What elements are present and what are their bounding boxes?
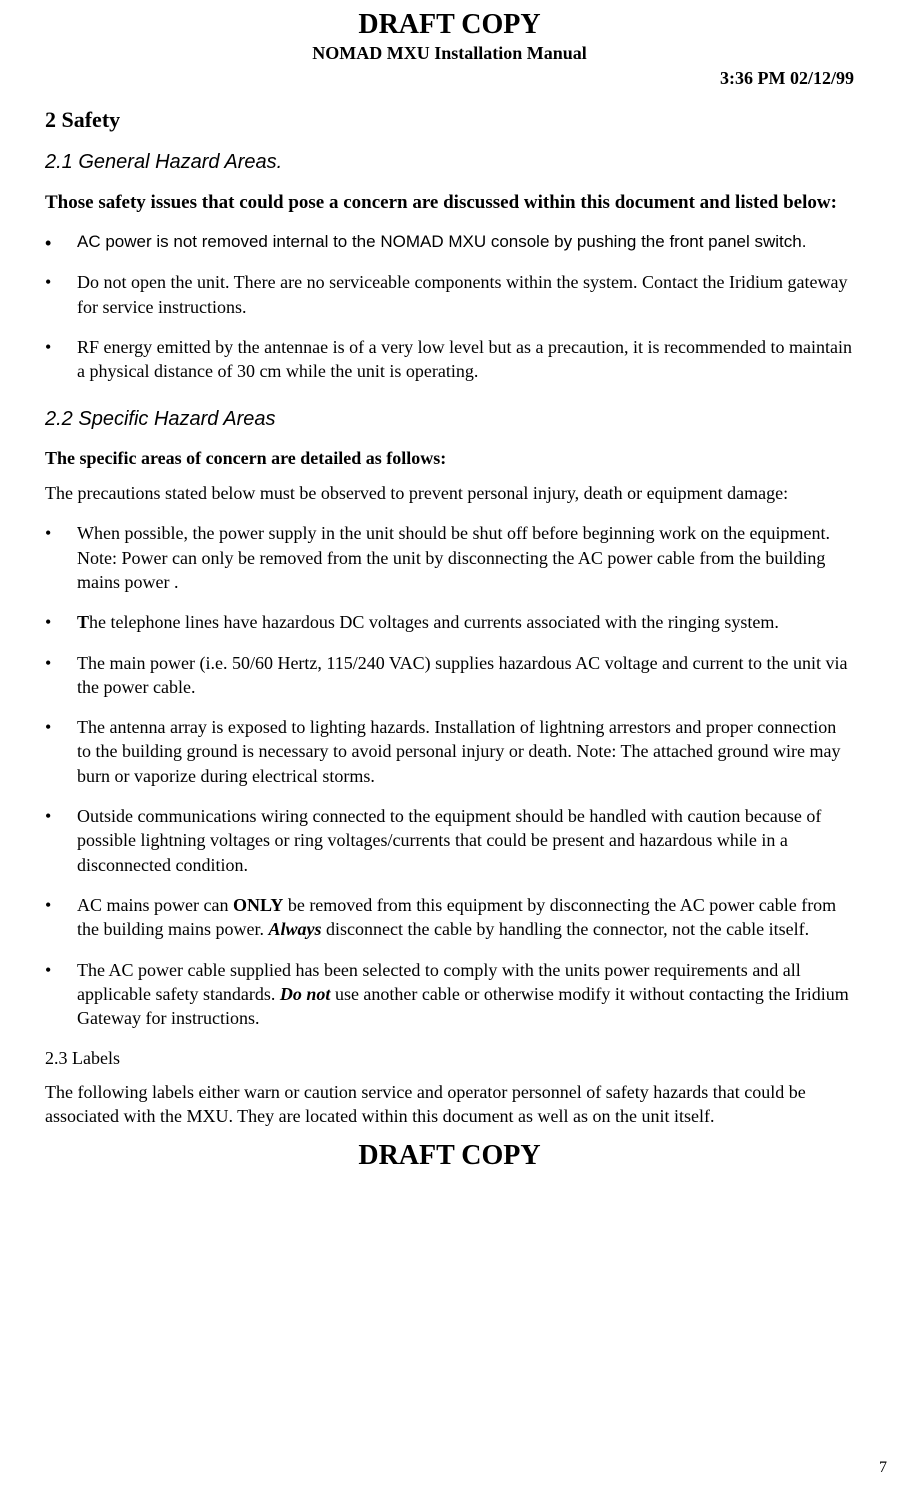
section-2-2-intro-para: The precautions stated below must be obs… [45,482,854,505]
list-item: Outside communications wiring connected … [45,804,854,877]
footer-draft: DRAFT COPY [45,1140,854,1172]
section-2-2-intro-bold: The specific areas of concern are detail… [45,447,854,470]
section-2-3-heading: 2.3 Labels [45,1048,854,1069]
list-item: The telephone lines have hazardous DC vo… [45,610,854,634]
list-item: AC power is not removed internal to the … [45,231,854,254]
section-2-1-intro: Those safety issues that could pose a co… [45,190,854,216]
list-item: The main power (i.e. 50/60 Hertz, 115/24… [45,651,854,700]
list-item: The AC power cable supplied has been sel… [45,958,854,1031]
section-2-1-heading: 2.1 General Hazard Areas. [45,151,854,174]
section-2-2-heading: 2.2 Specific Hazard Areas [45,408,854,431]
section-2-1-list: AC power is not removed internal to the … [45,231,854,383]
header-draft: DRAFT COPY [45,10,854,41]
list-item: When possible, the power supply in the u… [45,521,854,594]
section-2-2-list: When possible, the power supply in the u… [45,521,854,1030]
list-item: Do not open the unit. There are no servi… [45,270,854,319]
page-number: 7 [879,1459,887,1477]
list-item: RF energy emitted by the antennae is of … [45,335,854,384]
list-item: AC mains power can ONLY be removed from … [45,893,854,942]
section-2-3-para: The following labels either warn or caut… [45,1081,854,1128]
list-item: The antenna array is exposed to lighting… [45,715,854,788]
header-timestamp: 3:36 PM 02/12/99 [45,68,854,89]
page-container: DRAFT COPY NOMAD MXU Installation Manual… [0,0,899,1485]
header-subtitle: NOMAD MXU Installation Manual [45,43,854,64]
section-2-heading: 2 Safety [45,107,854,133]
